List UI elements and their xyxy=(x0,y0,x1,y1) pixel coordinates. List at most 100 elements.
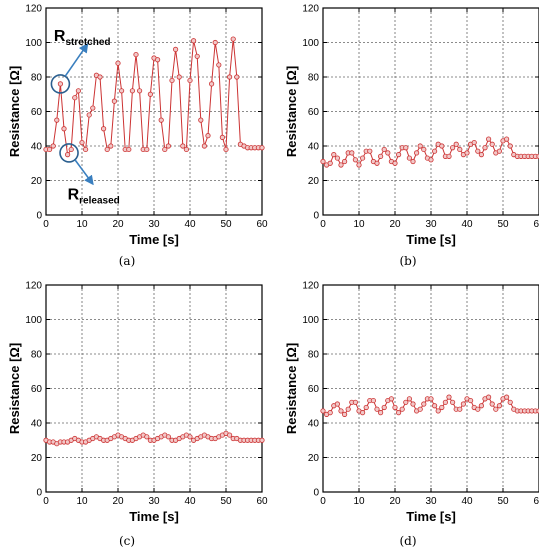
data-point xyxy=(147,91,153,97)
y-axis-label: Resistance [Ω] xyxy=(284,66,299,157)
data-point xyxy=(417,406,423,412)
annotation-label-released: Rreleased xyxy=(68,186,120,206)
data-point xyxy=(410,401,416,407)
data-point xyxy=(381,146,387,153)
data-point xyxy=(464,150,470,156)
x-axis-label: Time [s] xyxy=(129,509,179,524)
data-point xyxy=(216,62,222,68)
data-point xyxy=(327,410,333,416)
y-tick-label: 80 xyxy=(31,73,43,84)
data-point xyxy=(338,162,344,168)
data-point xyxy=(115,60,121,66)
data-point xyxy=(493,406,499,412)
y-tick-label: 20 xyxy=(308,453,320,464)
x-tick-label: 0 xyxy=(320,496,326,507)
x-tick-label: 30 xyxy=(148,496,160,507)
y-tick-label: 120 xyxy=(302,281,319,292)
data-point xyxy=(453,141,459,147)
x-tick-label: 0 xyxy=(320,219,326,230)
annotation-arrow-stretched xyxy=(64,42,89,77)
data-point xyxy=(320,158,326,165)
data-point xyxy=(485,136,492,142)
x-tick-label: 60 xyxy=(256,496,268,507)
data-point xyxy=(478,403,484,409)
data-point xyxy=(485,394,492,400)
data-point xyxy=(259,437,265,443)
data-point xyxy=(173,46,179,53)
data-point xyxy=(374,406,380,412)
data-point xyxy=(403,399,409,405)
y-tick-label: 40 xyxy=(31,142,43,153)
data-point xyxy=(104,146,110,153)
x-axis-label: Time [s] xyxy=(406,232,456,247)
data-point xyxy=(431,148,438,154)
data-point xyxy=(334,155,340,161)
x-tick-label: 60 xyxy=(533,219,539,230)
data-point xyxy=(489,141,495,147)
data-point xyxy=(133,51,139,58)
data-point xyxy=(86,112,92,118)
data-point xyxy=(363,404,369,411)
data-point xyxy=(162,146,168,153)
annotation-label-stretched: Rstretched xyxy=(54,28,111,48)
y-tick-label: 100 xyxy=(25,315,42,326)
data-point xyxy=(119,88,125,94)
panel-label: (b) xyxy=(399,254,416,268)
data-point xyxy=(392,404,398,411)
data-point xyxy=(395,152,402,158)
data-point xyxy=(90,105,96,111)
data-point xyxy=(46,146,53,153)
y-tick-label: 40 xyxy=(31,419,43,430)
data-point xyxy=(457,146,463,153)
y-tick-label: 120 xyxy=(25,4,42,15)
data-point xyxy=(126,146,132,153)
annotation-arrow-released xyxy=(74,159,94,186)
data-point xyxy=(54,117,60,123)
data-point xyxy=(475,406,481,412)
data-point xyxy=(227,74,233,80)
x-tick-label: 40 xyxy=(461,496,473,507)
y-axis-label: Resistance [Ω] xyxy=(7,343,22,434)
data-point xyxy=(489,401,495,407)
y-tick-label: 100 xyxy=(302,315,319,326)
data-point xyxy=(381,404,387,411)
x-tick-label: 40 xyxy=(184,219,196,230)
data-point xyxy=(234,74,240,80)
y-tick-label: 40 xyxy=(308,142,320,153)
annotation-circle-stretched xyxy=(50,74,71,94)
data-point xyxy=(359,155,366,161)
y-tick-label: 40 xyxy=(308,419,320,430)
x-tick-label: 20 xyxy=(389,496,401,507)
data-point xyxy=(403,145,409,151)
data-point xyxy=(334,401,340,407)
data-point xyxy=(137,88,143,94)
data-point xyxy=(359,410,366,416)
data-point xyxy=(345,406,351,412)
data-point xyxy=(341,411,348,417)
x-tick-label: 50 xyxy=(220,219,232,230)
data-point xyxy=(320,408,326,414)
y-axis-label: Resistance [Ω] xyxy=(7,66,22,157)
x-tick-label: 50 xyxy=(497,496,509,507)
data-point xyxy=(449,399,456,405)
data-point xyxy=(399,406,405,412)
x-tick-label: 20 xyxy=(389,219,401,230)
data-point xyxy=(417,143,423,149)
data-point xyxy=(72,95,78,101)
data-point xyxy=(223,146,229,153)
data-point xyxy=(356,162,362,168)
data-point xyxy=(392,160,398,166)
data-point xyxy=(460,401,466,407)
x-axis-label: Time [s] xyxy=(406,509,456,524)
data-point xyxy=(129,88,135,94)
data-point xyxy=(421,146,427,153)
data-point xyxy=(388,396,394,402)
panel-label: (c) xyxy=(119,534,135,548)
data-point xyxy=(431,403,438,409)
data-point xyxy=(165,143,171,149)
chart-panel-1: 0 10 20 30 40 50 60 0 20 40 60 80 100 120 Time [s] Resi… xyxy=(284,4,539,268)
data-point xyxy=(482,145,488,151)
y-tick-label: 80 xyxy=(308,350,320,361)
data-point xyxy=(421,401,427,407)
data-point xyxy=(413,150,420,156)
